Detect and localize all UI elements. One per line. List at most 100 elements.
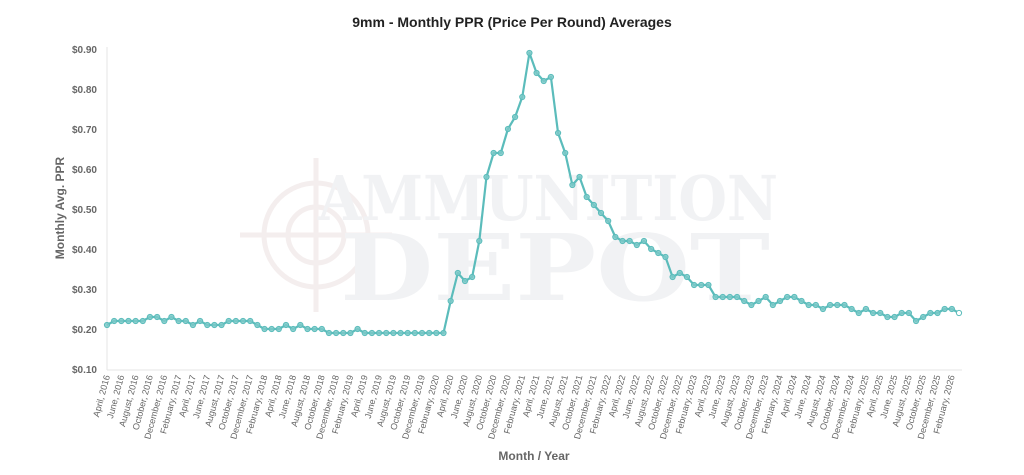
data-point xyxy=(433,329,440,337)
data-point xyxy=(275,325,282,333)
data-point xyxy=(189,321,197,329)
data-point xyxy=(791,293,798,301)
data-point xyxy=(333,329,340,337)
data-point xyxy=(662,253,669,261)
watermark: AMMUNITION DEPOT xyxy=(240,158,778,322)
data-point xyxy=(712,293,719,301)
data-point xyxy=(347,329,354,337)
data-point xyxy=(411,329,418,337)
data-point xyxy=(898,309,905,317)
data-point xyxy=(318,325,325,333)
y-tick-label: $0.20 xyxy=(72,325,97,336)
data-point xyxy=(139,317,146,325)
data-point xyxy=(483,173,490,181)
data-point xyxy=(354,325,361,333)
data-point xyxy=(569,181,576,189)
data-point xyxy=(626,237,633,245)
data-point xyxy=(325,329,333,337)
data-point xyxy=(934,309,941,317)
data-point xyxy=(154,313,161,321)
data-point xyxy=(927,309,934,317)
y-tick-label: $0.70 xyxy=(72,125,97,136)
data-point xyxy=(161,317,168,325)
data-point xyxy=(562,149,569,157)
data-point xyxy=(655,249,662,257)
data-point xyxy=(884,313,891,321)
data-point xyxy=(755,297,762,305)
data-point xyxy=(576,173,583,181)
data-point xyxy=(426,329,433,337)
data-point xyxy=(683,273,691,281)
chart-title: 9mm - Monthly PPR (Price Per Round) Aver… xyxy=(352,14,672,30)
watermark-text-bottom: DEPOT xyxy=(340,214,770,322)
data-point xyxy=(784,293,791,301)
data-point xyxy=(590,201,597,209)
data-point xyxy=(519,93,526,101)
data-point xyxy=(841,301,848,309)
data-point xyxy=(877,309,884,317)
data-point xyxy=(690,281,698,289)
data-point xyxy=(111,317,118,325)
data-point xyxy=(304,325,311,333)
data-point xyxy=(232,317,239,325)
data-point xyxy=(218,321,225,329)
data-point xyxy=(891,313,898,321)
data-point xyxy=(125,317,132,325)
data-point xyxy=(390,329,397,337)
data-point xyxy=(447,297,454,305)
data-point xyxy=(239,317,247,325)
data-point xyxy=(769,301,776,309)
crosshair-logo xyxy=(240,158,392,312)
data-point xyxy=(404,329,411,337)
data-point xyxy=(705,281,712,289)
data-point xyxy=(383,329,390,337)
y-tick-label: $0.10 xyxy=(72,365,97,376)
data-point xyxy=(941,305,948,313)
data-point xyxy=(297,321,304,329)
data-point xyxy=(361,329,368,337)
data-point xyxy=(869,309,877,317)
data-point xyxy=(948,305,955,313)
data-point xyxy=(461,277,469,285)
data-point xyxy=(605,217,612,225)
data-point xyxy=(905,309,912,317)
data-point xyxy=(676,269,683,277)
data-point xyxy=(554,129,562,137)
data-point xyxy=(955,309,963,317)
data-point xyxy=(204,321,211,329)
data-point xyxy=(196,317,204,325)
y-tick-label: $0.60 xyxy=(72,165,97,176)
data-point xyxy=(397,329,404,337)
data-point xyxy=(182,317,189,325)
data-points xyxy=(103,49,963,337)
data-point xyxy=(848,305,855,313)
data-point xyxy=(340,329,347,337)
data-point xyxy=(146,313,154,321)
data-point xyxy=(418,329,426,337)
y-tick-label: $0.50 xyxy=(72,205,97,216)
data-point xyxy=(633,241,640,249)
data-point xyxy=(512,113,519,121)
data-point xyxy=(648,245,655,253)
data-point xyxy=(798,297,805,305)
data-point xyxy=(118,317,125,325)
y-tick-label: $0.80 xyxy=(72,85,97,96)
data-point xyxy=(497,149,504,157)
data-point xyxy=(762,293,769,301)
data-point xyxy=(368,329,376,337)
data-point xyxy=(597,209,605,217)
data-point xyxy=(719,293,726,301)
data-point xyxy=(261,325,268,333)
data-point xyxy=(469,273,476,281)
data-point xyxy=(440,329,447,337)
data-point xyxy=(268,325,275,333)
data-point xyxy=(819,305,827,313)
data-point xyxy=(920,313,927,321)
data-point xyxy=(640,237,648,245)
data-point xyxy=(225,317,232,325)
data-point xyxy=(454,269,461,277)
data-point xyxy=(311,325,318,333)
x-axis-label: Month / Year xyxy=(498,449,569,463)
data-point xyxy=(476,237,483,245)
data-point xyxy=(211,321,218,329)
